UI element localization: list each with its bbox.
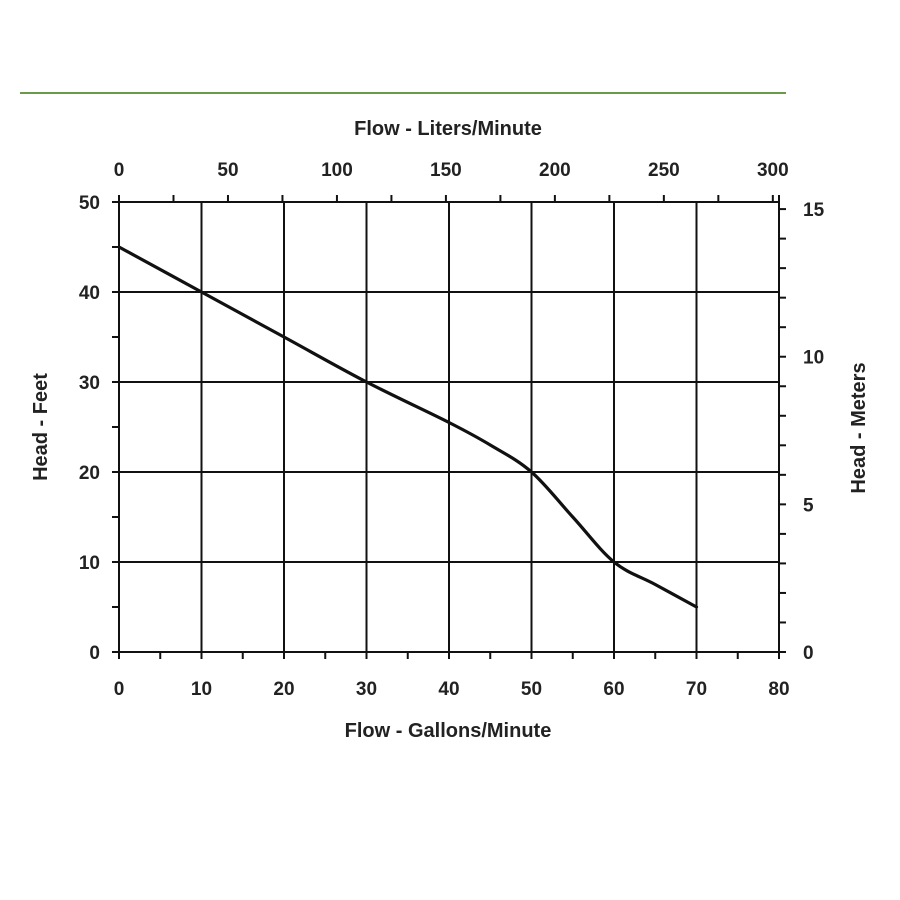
x-tick-label: 10 [191,679,212,700]
y2-axis-title: Head - Meters [848,362,870,493]
y2-tick-label: 10 [803,348,824,369]
x2-axis-title: Flow - Liters/Minute [354,118,542,140]
y-tick-label: 50 [79,193,100,214]
grid [118,201,780,653]
y-tick-label: 20 [79,463,100,484]
x-tick-label: 60 [603,679,624,700]
x2-tick-label: 100 [321,160,353,181]
x-tick-label: 30 [356,679,377,700]
x-tick-label: 20 [273,679,294,700]
y2-tick-label: 5 [803,495,814,516]
pump-curve-line [117,245,699,609]
y-tick-label: 30 [79,373,100,394]
x2-tick-label: 200 [539,160,571,181]
y-tick-label: 10 [79,553,100,574]
y-axis-title: Head - Feet [30,373,52,481]
y2-tick-label: 15 [803,200,825,221]
x-tick-label: 0 [114,679,125,700]
x2-tick-label: 150 [430,160,462,181]
x-tick-label: 80 [768,679,789,700]
x2-tick-label: 300 [757,160,789,181]
x-tick-label: 40 [438,679,459,700]
y-tick-label: 40 [79,283,100,304]
y2-tick-label: 0 [803,643,814,664]
y-tick-label: 0 [89,643,100,664]
axes [112,195,786,659]
x-tick-label: 50 [521,679,542,700]
x2-tick-label: 250 [648,160,680,181]
x2-tick-label: 50 [217,160,238,181]
x-axis-title: Flow - Gallons/Minute [345,720,552,742]
x2-tick-label: 0 [114,160,125,181]
x-tick-label: 70 [686,679,707,700]
